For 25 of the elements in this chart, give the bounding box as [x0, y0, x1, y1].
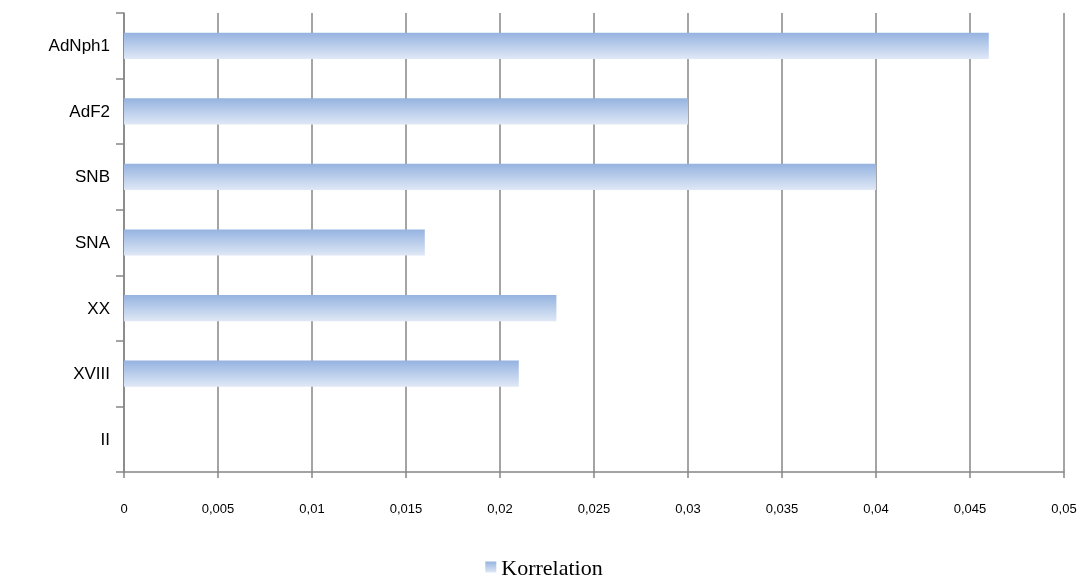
x-tick-label: 0,045 — [953, 501, 987, 516]
bar — [124, 294, 557, 322]
y-tick-label: XVIII — [73, 364, 110, 384]
x-tick-label: 0,015 — [389, 501, 423, 516]
x-tick-label: 0 — [120, 501, 128, 516]
y-tick-label: SNA — [75, 233, 111, 252]
legend-label: Korrelation — [501, 554, 603, 580]
y-tick-label: AdF2 — [69, 101, 110, 121]
bar — [124, 229, 425, 256]
x-tick-label: 0,02 — [487, 501, 513, 516]
x-tick-label: 0,01 — [299, 501, 325, 516]
bar — [124, 32, 989, 59]
y-tick-label: AdNph1 — [48, 36, 110, 56]
x-tick-label: 0,03 — [675, 501, 701, 516]
bar — [124, 163, 876, 191]
x-tick-label: 0,025 — [577, 501, 611, 516]
x-tick-label: 0,035 — [765, 501, 799, 516]
bar — [124, 98, 688, 125]
y-tick-label: XX — [87, 298, 110, 318]
x-tick-label: 0,005 — [201, 501, 235, 516]
x-tick-label: 0,05 — [1051, 501, 1077, 516]
y-tick-label: II — [100, 429, 110, 449]
bar — [124, 360, 519, 387]
x-tick-label: 0,04 — [863, 501, 889, 516]
y-tick-label: SNB — [75, 167, 110, 187]
